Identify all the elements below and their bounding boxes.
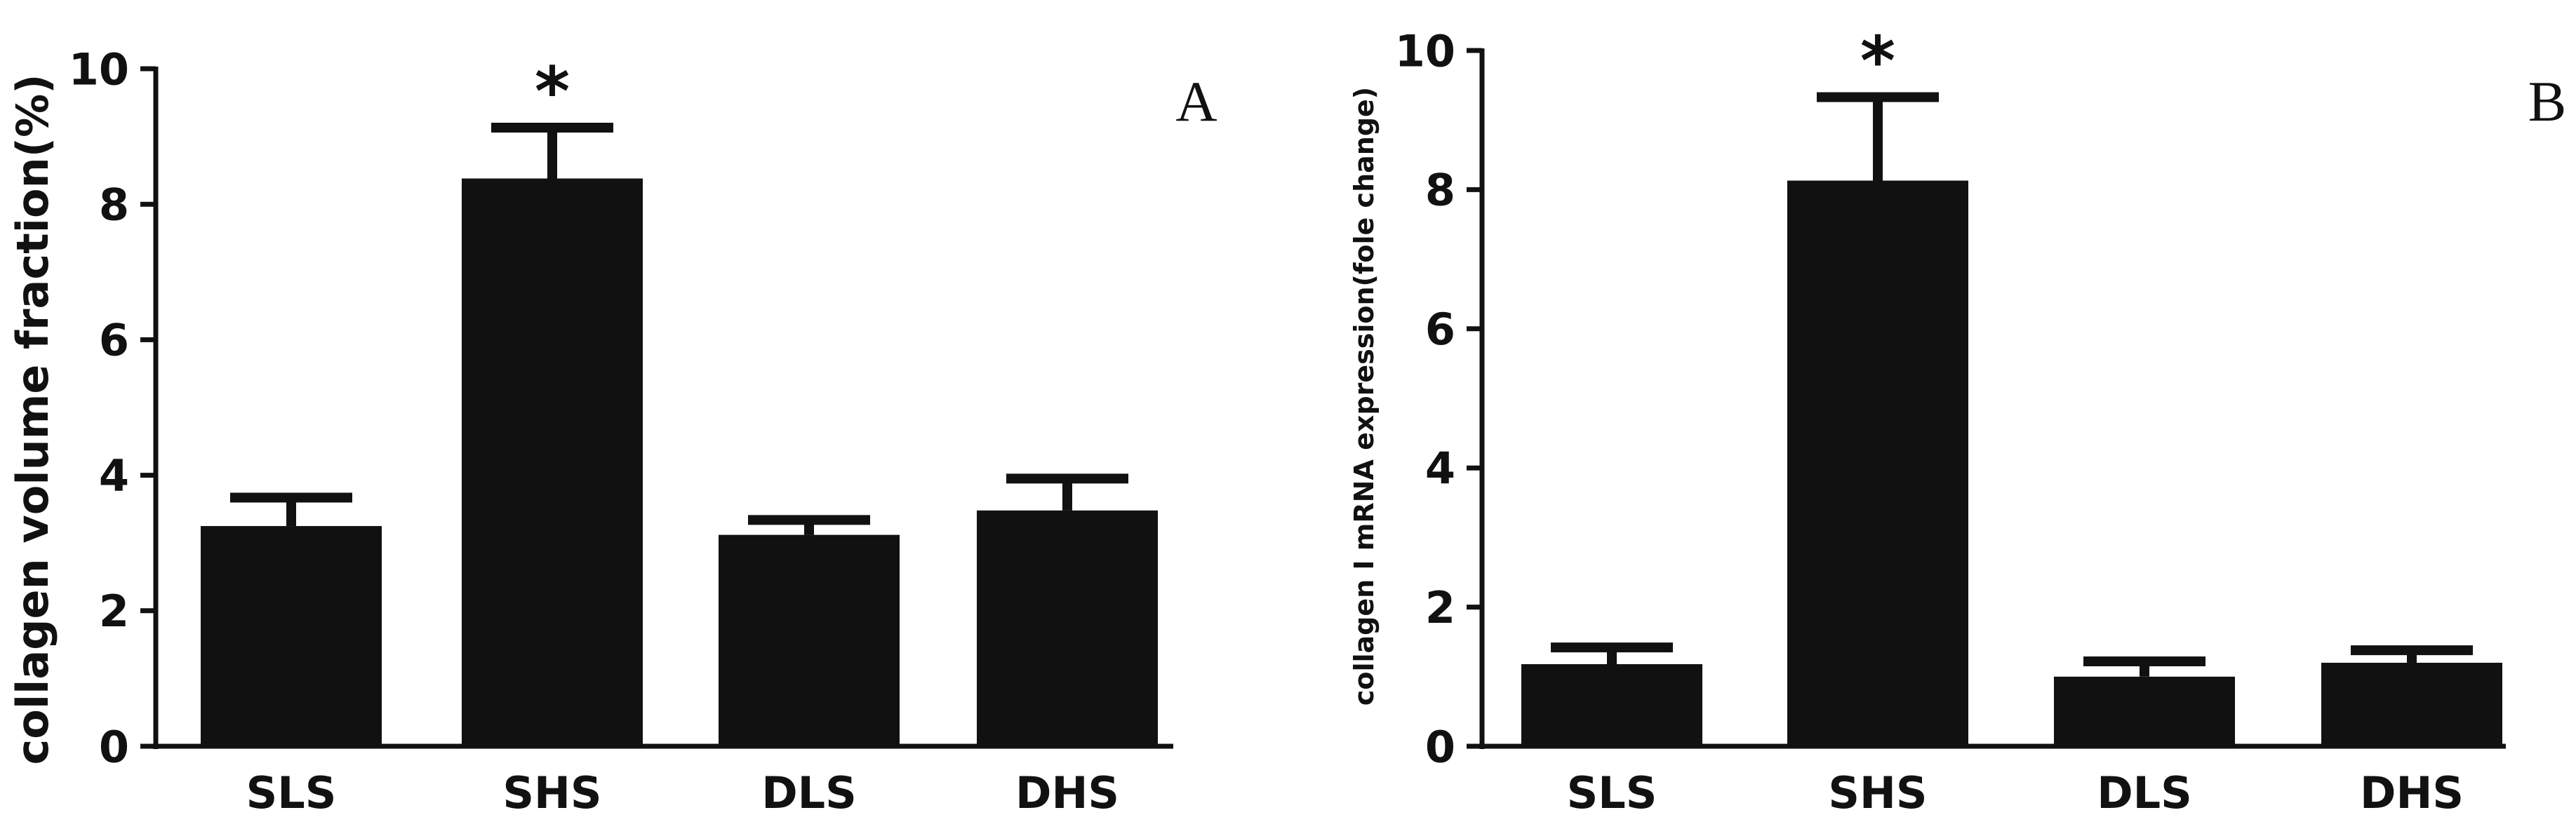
chart-b-error-bar-dls bbox=[2083, 656, 2205, 677]
chart-b-ytick-label: 8 bbox=[1425, 165, 1455, 216]
chart-a-bar-sls bbox=[201, 526, 382, 746]
chart-a-ytick-label: 2 bbox=[99, 586, 129, 637]
chart-a-bar-dls bbox=[719, 534, 900, 746]
chart-b-bars bbox=[1521, 180, 2502, 746]
chart-a: collagen volume fraction(%) A * 0246810 … bbox=[7, 43, 1217, 818]
chart-a-ytick-label: 4 bbox=[99, 450, 129, 501]
chart-b-significance-shs: * bbox=[1860, 22, 1895, 100]
chart-b-ytick-label: 4 bbox=[1425, 443, 1455, 494]
chart-b-ytick-label: 2 bbox=[1425, 582, 1455, 633]
chart-a-ytick-label: 10 bbox=[69, 43, 129, 95]
chart-a-yticks: 0 2 4 6 8 10 bbox=[69, 43, 156, 772]
chart-b-bar-dls bbox=[2054, 676, 2235, 746]
chart-b-ytick-label: 10 bbox=[1395, 25, 1455, 76]
chart-b: collagen Ⅰ mRNA expression(fole change) … bbox=[1349, 22, 2566, 818]
chart-a-bar-shs bbox=[462, 178, 643, 746]
chart-a-error-bar-dls bbox=[748, 515, 870, 535]
chart-b-ylabel: collagen Ⅰ mRNA expression(fole change) bbox=[1349, 87, 1380, 706]
chart-a-xtick-label: DHS bbox=[1015, 767, 1119, 818]
chart-b-xtick-label: DLS bbox=[2097, 767, 2192, 818]
chart-a-panel-label: A bbox=[1175, 69, 1217, 133]
chart-a-axes bbox=[153, 67, 1173, 749]
chart-a-ytick-label: 0 bbox=[99, 721, 129, 772]
chart-a-xticks: SLS SHS DLS DHS bbox=[246, 767, 1119, 818]
chart-b-panel-label: B bbox=[2528, 69, 2567, 133]
chart-b-xtick-label: DHS bbox=[2360, 767, 2464, 818]
chart-a-ytick-label: 6 bbox=[99, 315, 129, 366]
chart-b-xtick-label: SLS bbox=[1567, 767, 1657, 818]
chart-b-error-bar-shs bbox=[1817, 92, 1939, 181]
chart-a-error-bar-dhs bbox=[1006, 473, 1128, 511]
chart-b-xtick-label: SHS bbox=[1828, 767, 1927, 818]
chart-b-error-bars bbox=[1551, 92, 2473, 677]
chart-a-bars bbox=[201, 178, 1158, 746]
chart-a-bar-dhs bbox=[977, 510, 1158, 746]
chart-a-significance: * bbox=[535, 53, 570, 131]
chart-b-bar-dhs bbox=[2321, 662, 2502, 746]
chart-a-ytick-label: 8 bbox=[99, 180, 129, 231]
chart-b-ytick-label: 6 bbox=[1425, 304, 1455, 355]
chart-b-axes bbox=[1479, 48, 2506, 749]
chart-a-xtick-label: SLS bbox=[246, 767, 337, 818]
chart-a-error-bars bbox=[230, 123, 1128, 535]
chart-a-xtick-label: DLS bbox=[761, 767, 857, 818]
chart-b-error-bar-sls bbox=[1551, 642, 1673, 664]
chart-a-significance-shs: * bbox=[535, 53, 570, 131]
chart-a-xtick-label: SHS bbox=[502, 767, 601, 818]
chart-b-significance: * bbox=[1860, 22, 1895, 100]
chart-a-error-bar-shs bbox=[491, 123, 613, 179]
chart-b-error-bar-dhs bbox=[2351, 645, 2473, 663]
chart-b-yticks: 0 2 4 6 8 10 bbox=[1395, 25, 1482, 772]
chart-a-ylabel: collagen volume fraction(%) bbox=[7, 74, 58, 764]
chart-b-ytick-label: 0 bbox=[1425, 721, 1455, 772]
chart-b-xticks: SLS SHS DLS DHS bbox=[1567, 767, 2464, 818]
chart-a-error-bar-sls bbox=[230, 492, 352, 527]
chart-b-bar-sls bbox=[1521, 663, 1702, 746]
chart-b-bar-shs bbox=[1787, 180, 1968, 746]
